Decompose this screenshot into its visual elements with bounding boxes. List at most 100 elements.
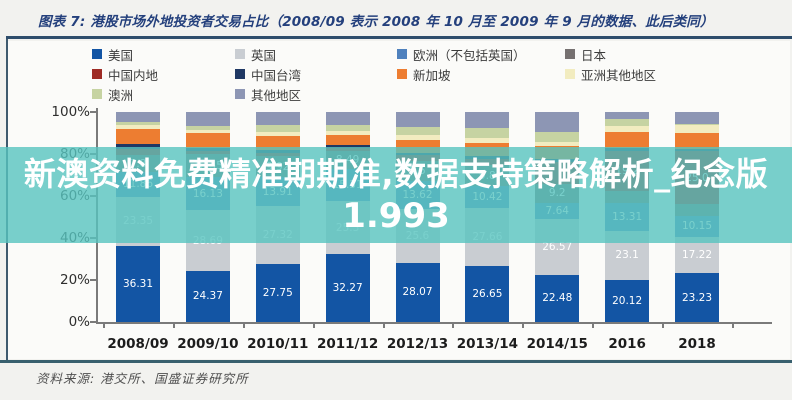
legend-item: 中国内地 <box>92 67 235 83</box>
legend-swatch <box>92 89 102 99</box>
bar-segment <box>395 112 440 127</box>
watermark-overlay: 新澳资料免费精准期期准,数据支持策略解析_纪念版 1.993 <box>0 147 792 243</box>
bar-segment: 23.23 <box>675 273 719 322</box>
legend-item: 中国台湾 <box>235 67 397 83</box>
legend-label: 亚洲其他地区 <box>581 67 657 83</box>
bar-segment-label: 23.23 <box>681 291 713 304</box>
source-note: 资料来源: 港交所、国盛证券研究所 <box>36 371 249 386</box>
bar-segment <box>255 131 300 137</box>
bar-segment <box>116 128 160 144</box>
bar-segment-label: 32.27 <box>332 282 363 295</box>
bar-segment <box>605 131 650 149</box>
y-tick-label: 20% <box>59 272 90 288</box>
bar-segment: 17.22 <box>675 237 719 274</box>
y-tick-label: 100% <box>51 104 90 120</box>
bar-segment <box>185 133 230 148</box>
legend-item: 澳洲 <box>92 87 235 103</box>
bar-segment <box>675 132 719 150</box>
x-category-label: 2010/11 <box>247 336 309 352</box>
bar-segment <box>605 126 650 132</box>
x-tick-mark <box>382 323 385 328</box>
bar-segment-label: 26.57 <box>542 240 573 253</box>
legend-item: 美国 <box>92 47 235 63</box>
bar-segment <box>185 112 230 126</box>
x-tick-mark <box>242 323 245 328</box>
bar-segment <box>465 112 510 129</box>
bar-segment <box>605 119 650 127</box>
bar-segment <box>255 136 300 150</box>
legend-swatch <box>92 49 102 59</box>
watermark-version: 1.993 <box>342 196 450 236</box>
bar-segment <box>465 128 510 139</box>
chart-legend: 美国 英国 欧洲（不包括英国） 日本中国内地 中国台湾 新加坡 亚洲其他地区澳洲 其他地区 <box>92 47 764 103</box>
legend-label: 澳洲 <box>108 87 134 103</box>
x-category-label: 2014/15 <box>526 336 588 352</box>
x-tick-mark <box>312 323 315 328</box>
bar-segment <box>395 126 440 136</box>
x-category-label: 2008/09 <box>107 336 169 352</box>
legend-swatch <box>565 49 575 59</box>
x-tick-mark <box>103 323 106 328</box>
bar-segment <box>325 134 370 146</box>
bar-segment: 28.07 <box>395 262 440 322</box>
bottom-divider <box>0 360 792 363</box>
legend-item: 英国 <box>235 47 397 63</box>
bar-segment-label: 20.12 <box>612 294 643 307</box>
legend-item: 其他地区 <box>235 87 397 103</box>
bar-segment <box>255 112 300 126</box>
bar-segment-label: 17.22 <box>681 249 713 262</box>
bar-segment <box>116 121 160 125</box>
legend-label: 英国 <box>251 47 277 63</box>
x-axis-line <box>96 322 772 324</box>
y-tick-mark <box>90 321 96 323</box>
legend-swatch <box>565 69 575 79</box>
bar-segment <box>465 138 510 144</box>
bar-segment <box>535 132 580 142</box>
x-tick-mark <box>731 323 734 328</box>
y-tick-label: 0% <box>68 314 90 330</box>
legend-item: 新加坡 <box>397 67 565 83</box>
legend-swatch <box>92 69 102 79</box>
bar-segment <box>325 131 370 135</box>
x-category-label: 2012/13 <box>386 336 449 352</box>
bar-segment <box>325 112 370 125</box>
x-tick-mark <box>522 323 525 328</box>
bar-segment: 20.12 <box>605 279 650 322</box>
legend-label: 中国内地 <box>108 67 159 83</box>
bar-segment-label: 27.75 <box>262 286 293 299</box>
x-tick-mark <box>662 323 665 328</box>
legend-item: 欧洲（不包括英国） <box>397 47 565 63</box>
x-category-label: 2009/10 <box>177 336 239 352</box>
legend-label: 美国 <box>108 47 134 63</box>
bar-segment <box>185 129 230 134</box>
bar-segment-label: 22.48 <box>542 292 573 305</box>
legend-label: 其他地区 <box>251 87 302 103</box>
legend-label: 中国台湾 <box>251 67 302 83</box>
bar-segment-label: 24.37 <box>192 290 223 303</box>
x-tick-mark <box>592 323 595 328</box>
bar-segment: 24.37 <box>185 270 230 322</box>
bar-segment: 27.75 <box>255 263 300 322</box>
x-category-label: 2011/12 <box>316 336 379 352</box>
x-tick-mark <box>172 323 175 328</box>
bar-segment <box>116 143 160 149</box>
watermark-text: 新澳资料免费精准期期准,数据支持策略解析_纪念版 <box>23 155 769 193</box>
bar-segment <box>675 112 719 125</box>
y-tick-mark <box>90 279 96 281</box>
bar-segment: 26.65 <box>465 265 510 322</box>
x-category-label: 2013/14 <box>456 336 519 352</box>
figure-title: 图表 7: 港股市场外地投资者交易占比（2008/09 表示 2008 年 10… <box>38 14 714 30</box>
bar-segment <box>535 141 580 147</box>
bar-segment <box>255 125 300 132</box>
bar-segment <box>675 125 719 133</box>
title-divider <box>6 36 792 39</box>
bar-segment: 22.48 <box>535 274 580 322</box>
bar-segment <box>535 112 580 133</box>
bar-segment <box>116 112 160 122</box>
legend-item: 亚洲其他地区 <box>565 67 764 83</box>
legend-item: 日本 <box>565 47 764 63</box>
bar-segment-label: 28.07 <box>402 286 433 299</box>
bar-segment-label: 23.1 <box>615 249 639 262</box>
bar-segment <box>395 135 440 140</box>
